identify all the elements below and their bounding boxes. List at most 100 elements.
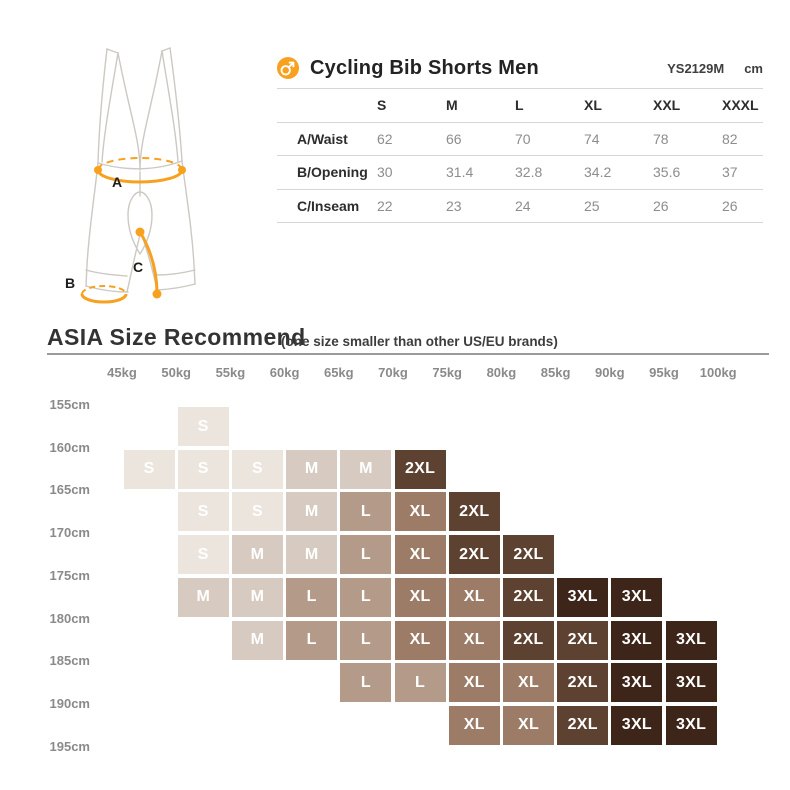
measure-value: 30 [377,164,393,181]
weight-label: 65kg [323,365,354,380]
size-table-title-row: Cycling Bib Shorts Men YS2129M cm [277,50,763,86]
size-table: Cycling Bib Shorts Men YS2129M cm S M L XL X… [277,50,763,223]
model-code: YS2129M [667,60,725,76]
section-divider [47,353,769,355]
bib-shorts-diagram: A B C [65,47,196,304]
measure-value: 62 [377,130,393,147]
height-label: 180cm [49,610,90,626]
size-column-header: XXL [653,97,681,114]
weight-label: 70kg [378,365,408,380]
size-cell: L [340,663,392,703]
size-cell: 3XL [557,577,609,617]
size-cell: S [123,449,175,489]
size-cell: L [340,535,392,575]
asia-size-title: ASIA Size Recommend [47,324,306,350]
size-cell: L [286,577,338,617]
measure-value: 74 [584,130,600,147]
size-cell: XL [448,705,500,745]
size-cell: 2XL [503,535,554,575]
unit-label: cm [744,60,763,76]
measure-label: C/Inseam [297,197,360,214]
size-cell: M [177,577,229,617]
height-label: 185cm [49,653,90,669]
weight-label: 45kg [107,365,137,380]
weight-label: 50kg [161,365,192,380]
size-cell: XL [448,620,500,660]
weight-label: 95kg [649,365,679,380]
size-cell: 2XL [448,492,500,532]
measure-value: 26 [722,197,738,214]
size-cell: 2XL [394,449,446,489]
measure-value: 34.2 [584,164,612,181]
size-cell: S [232,449,283,489]
size-cell: XL [503,705,554,745]
size-cell: XL [394,577,446,617]
inseam-label: C [133,259,143,275]
weight-label: 75kg [432,365,463,380]
measure-value: 32.8 [515,164,543,181]
size-cell: M [286,535,338,575]
size-cell: M [286,492,338,532]
waist-label: A [112,174,122,190]
size-cell: 3XL [665,663,717,703]
measure-value: 35.6 [653,164,681,181]
size-cell: 3XL [665,705,717,745]
male-icon [277,57,299,79]
size-table-grid: S M L XL XXL XXXL A/Waist 62 66 70 74 78 82 B/Opening… [277,88,763,223]
size-cell: 3XL [665,620,717,660]
measure-value: 31.4 [446,164,474,181]
size-cell: 2XL [557,663,609,703]
measure-value: 66 [446,130,462,147]
measure-value: 70 [515,130,531,147]
height-label: 175cm [49,567,90,583]
table-title: Cycling Bib Shorts Men [310,56,539,79]
measure-value: 82 [722,130,738,147]
size-cell: M [232,535,283,575]
measure-annotations: A B C [65,157,186,304]
size-cell: 3XL [611,620,663,660]
measure-value: 25 [584,197,600,214]
size-table-header-row: S M L XL XXL XXXL [277,88,763,123]
size-cell: 2XL [503,577,554,617]
measure-label: B/Opening [297,164,368,181]
height-label: 160cm [49,439,90,455]
height-label: 195cm [49,738,90,754]
size-table-row: B/Opening 30 31.4 32.8 34.2 35.6 37 [277,156,763,190]
size-cell: XL [448,663,500,703]
weight-label: 80kg [486,365,517,380]
measure-value: 78 [653,130,669,147]
measure-value: 37 [722,164,738,181]
size-cell: XL [394,492,446,532]
height-label: 155cm [49,397,90,412]
size-cell: 3XL [611,663,663,703]
size-cell: L [394,663,446,703]
size-cell: M [232,577,283,617]
size-cell: S [177,407,229,446]
weight-label: 90kg [594,365,625,380]
opening-label: B [65,275,75,291]
size-cell: S [177,449,229,489]
height-label: 165cm [49,482,90,498]
size-cell: XL [394,620,446,660]
size-table-row: C/Inseam 22 23 24 25 26 26 [277,190,763,223]
measure-label: A/Waist [297,130,348,147]
size-table-row: A/Waist 62 66 70 74 78 82 [277,123,763,156]
size-cell: XL [394,535,446,575]
size-cell: L [340,620,392,660]
size-cell: L [340,577,392,617]
size-cell: 2XL [557,620,609,660]
size-cell: 2XL [557,705,609,745]
size-cell: XL [503,663,554,703]
size-cell: L [340,492,392,532]
size-cell: 3XL [611,705,663,745]
measure-value: 23 [446,197,462,214]
measure-value: 24 [515,197,531,214]
size-column-header: L [515,97,524,114]
size-column-header: S [377,97,387,114]
size-cell: XL [448,577,500,617]
height-label: 190cm [49,695,90,711]
weight-label: 60kg [269,365,300,380]
size-cell: 2XL [448,535,500,575]
